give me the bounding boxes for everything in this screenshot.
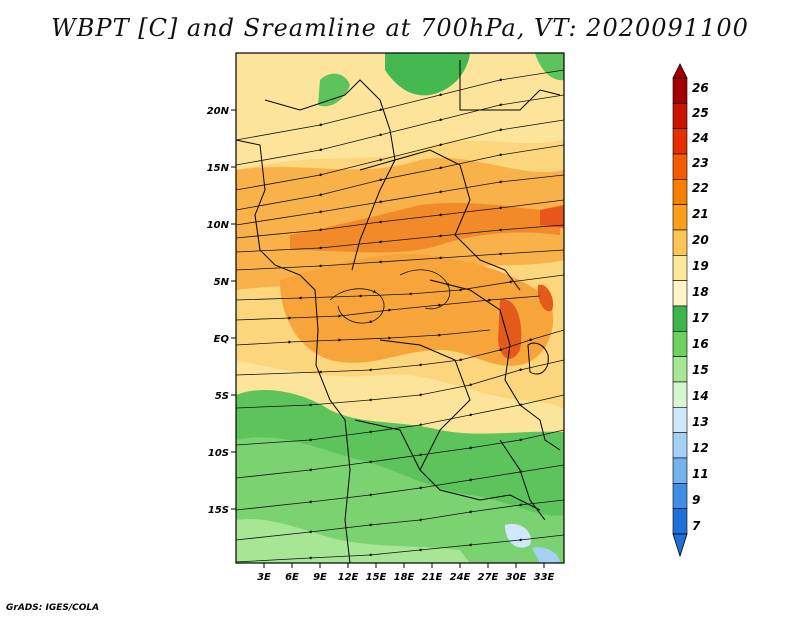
lat-label: 10N [207,220,230,231]
colorbar-top-triangle [672,63,688,79]
lat-label: EQ [214,334,230,345]
colorbar-cell [672,381,688,408]
longitude-axis: 3E 6E 9E 12E 15E 18E 21E 24E 27E 30E 33E [257,563,555,583]
lon-label: 18E [394,572,415,583]
colorbar-cell [672,331,688,357]
wbpt-field [236,53,564,563]
lat-label: 5N [214,277,230,288]
footer-credit: GrADS: IGES/COLA [6,603,100,613]
colorbar-label: 17 [692,311,709,325]
colorbar-cell [672,483,688,509]
lon-label: 3E [257,572,271,583]
colorbar-label: 7 [692,519,701,533]
map-frame [235,52,565,564]
lon-label: 6E [285,572,299,583]
colorbar-label: 21 [692,207,709,221]
colorbar-bottom-triangle [672,533,688,558]
colorbar-cell [672,103,688,129]
lat-label: 20N [207,106,230,117]
lon-label: 9E [313,572,327,583]
colorbar-cells [672,77,688,535]
colorbar-cell [672,305,688,332]
lon-label: 21E [422,572,443,583]
colorbar-cell [672,280,688,307]
lat-label: 5S [215,391,229,402]
colorbar-label: 20 [692,233,709,247]
colorbar-label: 13 [692,415,709,429]
colorbar-label: 19 [692,259,709,273]
lon-label: 24E [450,572,471,583]
colorbar-label: 23 [692,156,709,170]
latitude-axis: 20N 15N 10N 5N EQ 5S 10S 15S [207,106,236,516]
lon-label: 33E [534,572,555,583]
colorbar-cell [672,128,688,155]
lon-label: 30E [506,572,527,583]
lon-label: 12E [338,572,359,583]
colorbar-cell [672,432,688,459]
colorbar-label: 25 [692,106,709,120]
lon-label: 27E [478,572,499,583]
colorbar-cell [672,77,688,104]
colorbar-label: 12 [692,441,709,455]
colorbar-cell [672,229,688,256]
lat-label: 15N [207,163,230,174]
lon-label: 15E [366,572,387,583]
colorbar-label: 11 [692,467,709,481]
colorbar-cell [672,204,688,231]
colorbar-label: 26 [692,81,709,95]
colorbar-label: 24 [692,131,709,145]
lat-label: 10S [208,448,229,459]
colorbar-cell [672,153,688,180]
colorbar-label: 18 [692,285,709,299]
colorbar-label: 16 [692,337,709,351]
colorbar-label: 22 [692,181,709,195]
colorbar: 26 25 24 23 22 21 20 19 18 17 16 15 14 1… [672,63,709,558]
colorbar-cell [672,457,688,484]
colorbar-cell [672,407,688,433]
streamlines [236,69,564,563]
colorbar-cell [672,356,688,383]
map-title: WBPT [C] and Sreamline at 700hPa, VT: 20… [51,14,749,42]
colorbar-label: 9 [692,493,700,507]
colorbar-cell [672,255,688,281]
colorbar-cell [672,179,688,205]
colorbar-label: 14 [692,389,709,403]
colorbar-cell [672,508,688,535]
lat-label: 15S [208,505,229,516]
colorbar-label: 15 [692,363,709,377]
